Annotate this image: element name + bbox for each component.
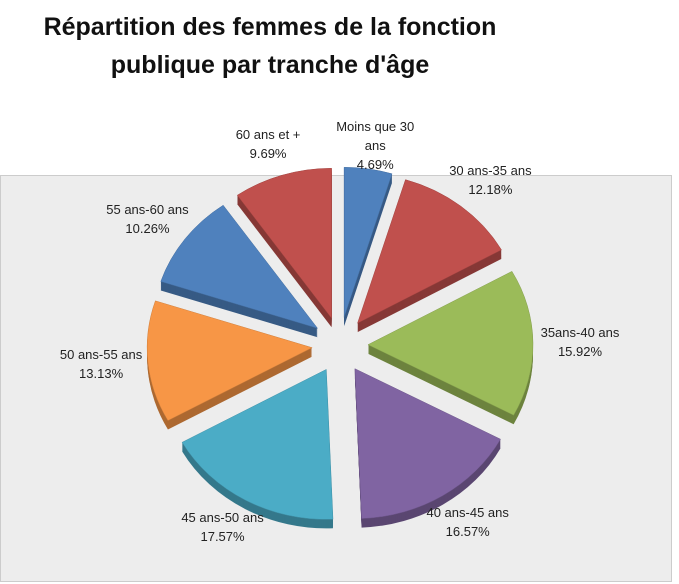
value-label: 13.13% bbox=[79, 365, 124, 381]
chart-title: Répartition des femmes de la fonction pu… bbox=[43, 13, 497, 79]
slice-label: 55 ans-60 ans bbox=[106, 201, 189, 217]
value-label: 10.26% bbox=[125, 220, 170, 236]
slice bbox=[354, 368, 501, 519]
value-label: 16.57% bbox=[445, 523, 490, 539]
value-label: 15.92% bbox=[557, 343, 603, 359]
slice bbox=[357, 179, 502, 324]
value-label: 12.18% bbox=[468, 182, 513, 198]
slice-label: Moins que 30 ans bbox=[336, 119, 415, 154]
slice bbox=[236, 168, 332, 320]
value-label: 4.69% bbox=[356, 157, 394, 173]
value-label: 9.69% bbox=[249, 145, 287, 161]
slice-label: 45 ans-50 ans bbox=[181, 510, 264, 526]
slice-label: 50 ans-55 ans bbox=[59, 346, 143, 362]
slice-label: 30 ans-35 ans bbox=[449, 163, 532, 179]
slice bbox=[160, 204, 319, 329]
slice bbox=[181, 369, 334, 520]
slice bbox=[146, 300, 313, 421]
slice bbox=[367, 271, 534, 416]
slice-label: 40 ans-45 ans bbox=[426, 504, 509, 520]
slice-label: 60 ans et + bbox=[235, 126, 301, 142]
plot-area bbox=[0, 175, 672, 582]
value-label: 17.57% bbox=[200, 529, 245, 545]
slice-label: 35ans-40 ans bbox=[540, 324, 620, 340]
slice bbox=[343, 167, 393, 318]
